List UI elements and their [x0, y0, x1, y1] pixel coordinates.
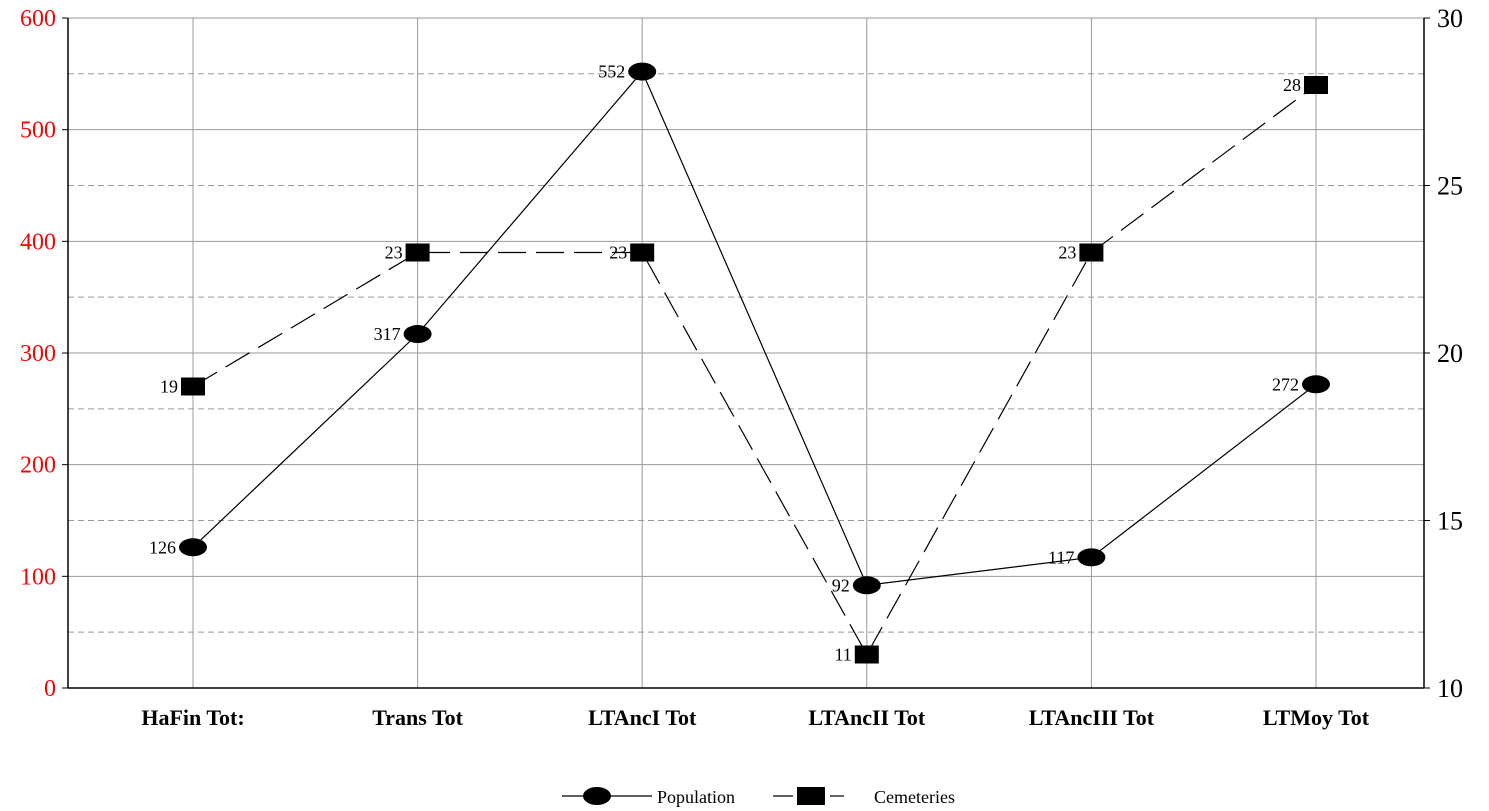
series-lines: [192, 70, 1317, 656]
population-point: [852, 576, 881, 595]
cemeteries-point: [405, 243, 430, 262]
legend-population-marker: [583, 787, 611, 805]
series-line-cemeteries: [192, 84, 1317, 656]
population-value-label: 92: [832, 575, 850, 595]
cemeteries-point: [630, 243, 655, 262]
category-label: HaFin Tot:: [141, 705, 244, 730]
data-labels: 126 317 552 92 117 272 19 23 23 11 23 28: [149, 62, 1301, 665]
category-label: LTAncII Tot: [808, 705, 925, 730]
cemeteries-value-label: 23: [609, 243, 627, 263]
cemeteries-value-label: 19: [160, 377, 178, 397]
category-label: LTMoy Tot: [1263, 705, 1370, 730]
cemeteries-value-label: 23: [385, 243, 403, 263]
population-point: [1302, 375, 1330, 394]
population-value-label: 552: [598, 62, 625, 82]
cemeteries-value-label: 11: [834, 645, 851, 665]
legend-cemeteries-marker: [797, 787, 825, 805]
grid: [68, 17, 1424, 688]
population-value-label: 117: [1048, 547, 1074, 567]
left-axis-ticks: 0 100 200 300 400 500 600: [20, 6, 68, 702]
cemeteries-point: [1079, 243, 1104, 262]
left-tick-label: 600: [20, 6, 56, 32]
right-tick-label: 20: [1437, 339, 1463, 368]
cemeteries-point: [1304, 76, 1328, 94]
cemeteries-point: [181, 377, 205, 396]
category-label: LTAncI Tot: [588, 705, 697, 730]
cemeteries-value-label: 23: [1058, 243, 1076, 263]
left-tick-label: 300: [20, 341, 56, 367]
right-tick-label: 10: [1437, 674, 1463, 703]
right-tick-label: 25: [1437, 172, 1463, 201]
series-line-population: [192, 70, 1317, 586]
population-point: [628, 62, 657, 81]
population-value-label: 126: [149, 537, 176, 557]
cemeteries-value-label: 28: [1283, 75, 1301, 95]
population-value-label: 272: [1272, 374, 1299, 394]
left-tick-label: 0: [44, 676, 56, 702]
right-axis-ticks: 10 15 20 25 30: [1424, 4, 1463, 703]
population-point: [179, 538, 207, 557]
left-tick-label: 400: [20, 229, 56, 255]
x-axis-ticks: HaFin Tot: Trans Tot LTAncI Tot LTAncII Tot…: [141, 705, 1369, 730]
legend-cemeteries-label: Cemeteries: [874, 787, 955, 807]
population-point: [1077, 548, 1106, 567]
population-value-label: 317: [374, 324, 401, 344]
legend: Population Cemeteries: [562, 787, 955, 807]
category-label: LTAncIII Tot: [1029, 705, 1155, 730]
legend-population-label: Population: [657, 787, 735, 807]
category-label: Trans Tot: [372, 705, 463, 730]
cemeteries-point: [854, 645, 879, 664]
left-tick-label: 200: [20, 453, 56, 479]
right-tick-label: 30: [1437, 4, 1463, 33]
right-tick-label: 15: [1437, 507, 1463, 536]
left-tick-label: 100: [20, 564, 56, 590]
population-point: [403, 325, 432, 344]
left-tick-label: 500: [20, 118, 56, 144]
series-markers: [179, 62, 1330, 664]
